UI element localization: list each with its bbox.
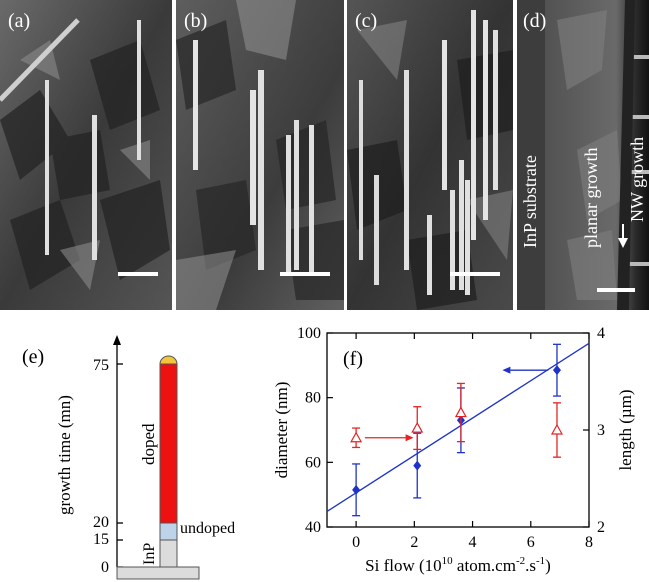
right-axis-arrow-icon <box>364 434 414 442</box>
length-point <box>550 402 563 458</box>
panel-label-a: (a) <box>8 10 31 32</box>
y-left-tick-label: 80 <box>305 390 321 407</box>
y-left-tick-label: 40 <box>305 519 321 536</box>
label-undoped: undoped <box>180 520 235 537</box>
scale-bar-a <box>118 272 158 276</box>
plot-frame <box>326 332 590 528</box>
scale-bar-d <box>597 288 635 292</box>
scale-bar-c <box>450 272 500 276</box>
sem-image-b <box>176 0 344 310</box>
panel-label-b: (b) <box>184 10 208 32</box>
panel-label-e: (e) <box>22 346 44 368</box>
label-inp-substrate: InP substrate <box>520 155 540 248</box>
sem-panel-b: (b) <box>176 0 344 310</box>
y-axis-right-label: length (µm) <box>616 389 635 470</box>
panel-label-c: (c) <box>355 10 378 32</box>
sem-panel-d: InP substrate planar growth NW growth (d… <box>517 0 649 310</box>
x-tick-label: 8 <box>585 534 593 551</box>
length-point <box>350 427 363 449</box>
tick-75: 75 <box>93 357 109 374</box>
y-right-tick-label: 2 <box>597 519 605 536</box>
tick-20: 20 <box>93 514 109 531</box>
growth-schematic: (e) 75 20 15 0 growth time (mn) doped un… <box>22 335 235 580</box>
nw-growth-arrow-icon <box>618 224 628 248</box>
inp-segment <box>159 539 178 568</box>
x-axis-label: Si flow (1010 atom.cm-2.s-1) <box>365 555 551 575</box>
substrate-block <box>116 566 200 580</box>
panel-label-f: (f) <box>343 348 363 370</box>
diameter-point <box>352 463 361 517</box>
y-left-tick-label: 100 <box>297 325 321 342</box>
undoped-segment <box>159 522 178 541</box>
length-point <box>411 406 424 451</box>
length-point <box>454 382 467 443</box>
sem-panel-c: (c) <box>347 0 513 310</box>
label-doped: doped <box>139 423 158 465</box>
sem-panel-a: (a) <box>0 0 172 310</box>
x-tick-label: 0 <box>352 534 360 551</box>
y-right-tick-label: 4 <box>597 325 605 342</box>
label-planar-growth: planar growth <box>581 148 601 248</box>
diameter-length-chart: 0 2 4 6 8 40 60 80 100 2 3 4 (f) diameter (nm) le… <box>272 325 635 575</box>
y-axis-label: growth time (mn) <box>55 395 74 515</box>
diameter-point <box>552 343 561 397</box>
scale-bar-b <box>280 272 330 276</box>
sem-image-c <box>347 0 513 310</box>
label-nw-growth: NW growth <box>627 137 647 222</box>
tick-0: 0 <box>101 559 109 576</box>
label-inp: InP <box>141 543 158 565</box>
axis-arrow-icon <box>113 335 121 345</box>
catalyst-droplet <box>159 355 178 365</box>
x-tick-label: 6 <box>527 534 535 551</box>
x-tick-label: 2 <box>410 534 418 551</box>
sem-image-a <box>0 0 172 310</box>
fit-line <box>326 342 590 513</box>
y-axis-left-label: diameter (nm) <box>272 382 291 479</box>
y-right-tick-label: 3 <box>597 422 605 439</box>
y-left-tick-label: 60 <box>305 454 321 471</box>
panel-label-d: (d) <box>523 10 547 32</box>
sem-image-d: InP substrate planar growth NW growth <box>517 0 649 310</box>
left-axis-arrow-icon <box>502 366 549 374</box>
doped-segment <box>159 363 178 524</box>
x-tick-label: 4 <box>469 534 477 551</box>
tick-15: 15 <box>93 531 109 548</box>
